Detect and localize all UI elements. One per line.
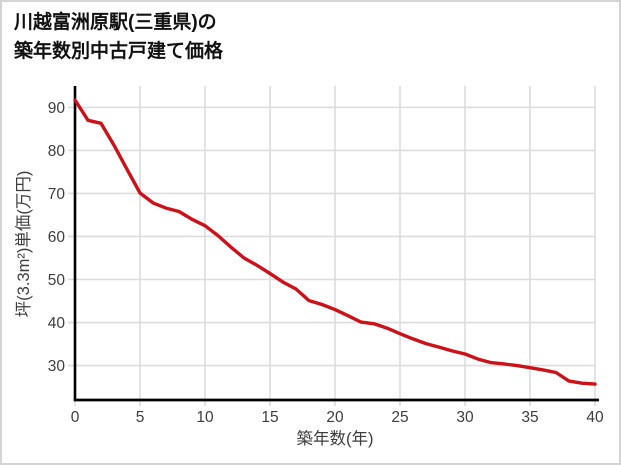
x-tick-label: 5 — [136, 409, 145, 426]
chart-title: 川越富洲原駅(三重県)の 築年数別中古戸建て価格 — [14, 8, 223, 67]
x-tick-label: 0 — [71, 409, 80, 426]
y-tick-label: 80 — [48, 143, 66, 160]
tick-labels: 30 40 50 60 70 80 90 0 5 10 15 20 25 30 35 40 — [48, 100, 604, 426]
y-tick-label: 60 — [48, 229, 66, 246]
y-tick-label: 70 — [48, 186, 66, 203]
axes — [73, 86, 599, 402]
y-tick-label: 50 — [48, 272, 66, 289]
chart-title-line1: 川越富洲原駅(三重県)の — [14, 12, 217, 33]
x-tick-label: 20 — [326, 409, 344, 426]
x-tick-label: 10 — [196, 409, 214, 426]
x-tick-label: 25 — [391, 409, 408, 426]
y-tick-label: 40 — [48, 315, 66, 332]
x-tick-label: 30 — [456, 409, 474, 426]
y-axis-title: 坪(3.3m²)単価(万円) — [14, 171, 33, 318]
price-series-line — [73, 98, 597, 386]
gridlines — [68, 86, 596, 406]
y-tick-label: 90 — [48, 100, 66, 117]
x-tick-label: 15 — [261, 409, 278, 426]
y-tick-label: 30 — [48, 358, 66, 375]
x-tick-label: 40 — [586, 409, 604, 426]
chart-title-line2: 築年数別中古戸建て価格 — [14, 41, 224, 63]
x-tick-label: 35 — [521, 409, 538, 426]
x-axis-title: 築年数(年) — [297, 429, 374, 448]
